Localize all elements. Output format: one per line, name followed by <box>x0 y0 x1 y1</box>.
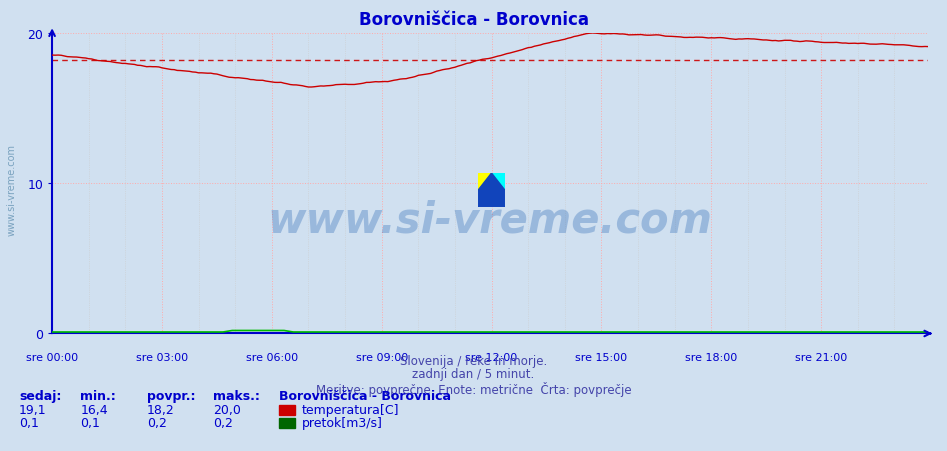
Text: Meritve: povprečne  Enote: metrične  Črta: povprečje: Meritve: povprečne Enote: metrične Črta:… <box>315 381 632 396</box>
Text: sre 06:00: sre 06:00 <box>246 352 298 362</box>
Text: sre 09:00: sre 09:00 <box>355 352 408 362</box>
Text: 18,2: 18,2 <box>147 403 174 416</box>
Text: zadnji dan / 5 minut.: zadnji dan / 5 minut. <box>412 368 535 381</box>
Text: 0,2: 0,2 <box>213 416 233 429</box>
Text: sre 03:00: sre 03:00 <box>136 352 188 362</box>
Text: 0,2: 0,2 <box>147 416 167 429</box>
Text: Slovenija / reke in morje.: Slovenija / reke in morje. <box>400 354 547 367</box>
Polygon shape <box>491 174 505 190</box>
Text: 0,1: 0,1 <box>19 416 39 429</box>
Text: 19,1: 19,1 <box>19 403 46 416</box>
Text: pretok[m3/s]: pretok[m3/s] <box>302 416 383 429</box>
Text: 20,0: 20,0 <box>213 403 241 416</box>
Text: min.:: min.: <box>80 389 116 402</box>
Text: sedaj:: sedaj: <box>19 389 62 402</box>
Text: maks.:: maks.: <box>213 389 259 402</box>
Text: sre 12:00: sre 12:00 <box>466 352 518 362</box>
Text: www.si-vreme.com: www.si-vreme.com <box>7 143 16 235</box>
Text: 0,1: 0,1 <box>80 416 100 429</box>
Text: sre 21:00: sre 21:00 <box>795 352 848 362</box>
Text: sre 18:00: sre 18:00 <box>686 352 738 362</box>
Text: temperatura[C]: temperatura[C] <box>302 403 400 416</box>
Text: sre 15:00: sre 15:00 <box>576 352 628 362</box>
Polygon shape <box>478 174 491 190</box>
Text: Borovniščica - Borovnica: Borovniščica - Borovnica <box>279 389 452 402</box>
Text: sre 00:00: sre 00:00 <box>26 352 79 362</box>
Polygon shape <box>478 174 505 207</box>
Text: 16,4: 16,4 <box>80 403 108 416</box>
Text: povpr.:: povpr.: <box>147 389 195 402</box>
Text: www.si-vreme.com: www.si-vreme.com <box>268 199 712 241</box>
Text: Borovniščica - Borovnica: Borovniščica - Borovnica <box>359 11 588 29</box>
